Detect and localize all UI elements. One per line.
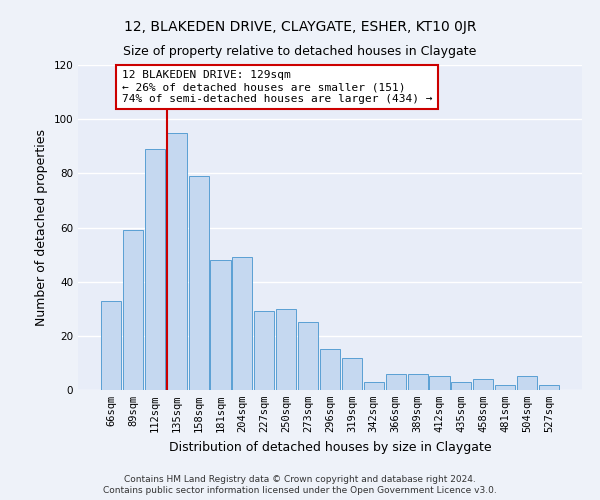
Bar xyxy=(167,132,187,390)
Bar xyxy=(145,149,165,390)
Bar xyxy=(232,258,253,390)
Text: Contains public sector information licensed under the Open Government Licence v3: Contains public sector information licen… xyxy=(103,486,497,495)
Bar xyxy=(386,374,406,390)
Y-axis label: Number of detached properties: Number of detached properties xyxy=(35,129,48,326)
Text: Size of property relative to detached houses in Claygate: Size of property relative to detached ho… xyxy=(124,45,476,58)
Bar xyxy=(320,350,340,390)
Text: Contains HM Land Registry data © Crown copyright and database right 2024.: Contains HM Land Registry data © Crown c… xyxy=(124,475,476,484)
Bar xyxy=(451,382,472,390)
Bar xyxy=(364,382,384,390)
Bar xyxy=(254,312,274,390)
Bar xyxy=(188,176,209,390)
Bar xyxy=(298,322,318,390)
Bar xyxy=(123,230,143,390)
Bar xyxy=(101,300,121,390)
Bar xyxy=(276,308,296,390)
Text: 12, BLAKEDEN DRIVE, CLAYGATE, ESHER, KT10 0JR: 12, BLAKEDEN DRIVE, CLAYGATE, ESHER, KT1… xyxy=(124,20,476,34)
Bar xyxy=(430,376,449,390)
Bar xyxy=(539,384,559,390)
Bar xyxy=(407,374,428,390)
X-axis label: Distribution of detached houses by size in Claygate: Distribution of detached houses by size … xyxy=(169,440,491,454)
Bar xyxy=(473,379,493,390)
Bar xyxy=(517,376,537,390)
Text: 12 BLAKEDEN DRIVE: 129sqm
← 26% of detached houses are smaller (151)
74% of semi: 12 BLAKEDEN DRIVE: 129sqm ← 26% of detac… xyxy=(122,70,433,104)
Bar xyxy=(342,358,362,390)
Bar xyxy=(495,384,515,390)
Bar xyxy=(211,260,230,390)
